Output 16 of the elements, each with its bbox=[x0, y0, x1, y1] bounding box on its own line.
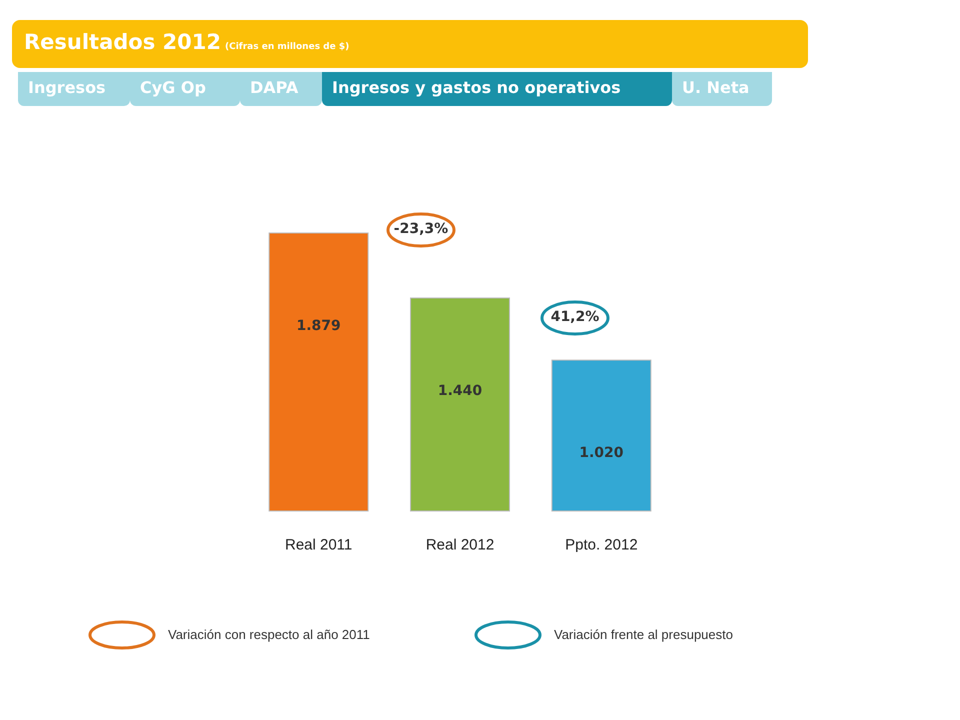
text: U. Neta bbox=[672, 72, 772, 106]
data-label: 1.020 bbox=[579, 445, 624, 462]
data-label: 1.440 bbox=[438, 382, 482, 399]
annotation: 41,2% bbox=[550, 309, 600, 325]
text: Variación con respecto al año 2011 bbox=[168, 627, 370, 642]
text: CyG Op bbox=[130, 72, 240, 106]
chart-title: Resultados 2012 bbox=[24, 30, 221, 54]
x-tick-label: Real 2012 bbox=[426, 536, 494, 554]
text: Variación frente al presupuesto bbox=[554, 627, 733, 642]
annotation: -23,3% bbox=[392, 221, 450, 237]
text: Ingresos bbox=[18, 72, 130, 106]
data-label: 1.879 bbox=[296, 318, 341, 334]
chart-subtitle: (Cifras en millones de $) bbox=[225, 42, 350, 52]
text: DAPA bbox=[240, 72, 322, 106]
x-tick-label: Real 2011 bbox=[284, 536, 352, 554]
text: Ingresos y gastos no operativos bbox=[322, 72, 672, 106]
